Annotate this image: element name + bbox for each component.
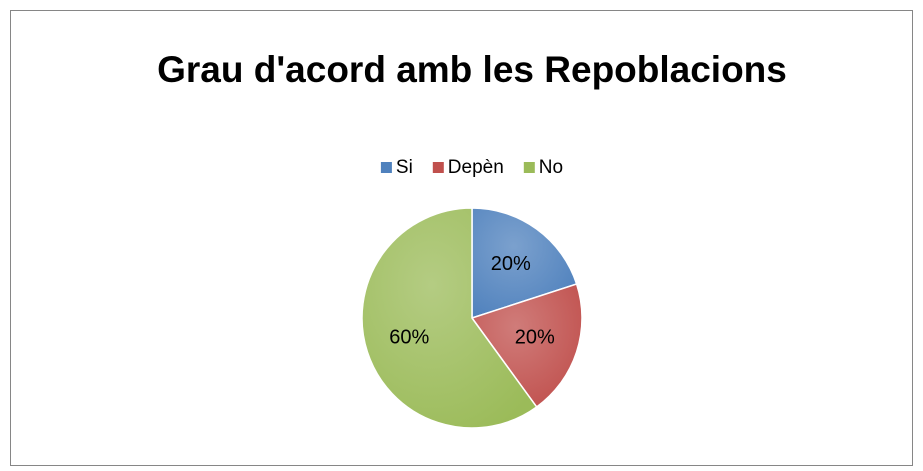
legend-label: No: [539, 157, 563, 178]
pie-slice: [471, 207, 578, 320]
data-label: 60%: [389, 327, 429, 349]
legend-swatch: [380, 162, 392, 173]
legend-label: Si: [396, 157, 413, 178]
legend-label: Depèn: [448, 157, 504, 178]
data-label: 20%: [491, 253, 531, 275]
pie-slice: [361, 207, 538, 429]
pie-slice: [470, 283, 583, 409]
legend-swatch: [432, 162, 444, 173]
legend-swatch: [523, 162, 535, 173]
chart-title: Grau d'acord amb les Repoblacions: [157, 49, 787, 90]
data-label: 20%: [515, 327, 555, 349]
